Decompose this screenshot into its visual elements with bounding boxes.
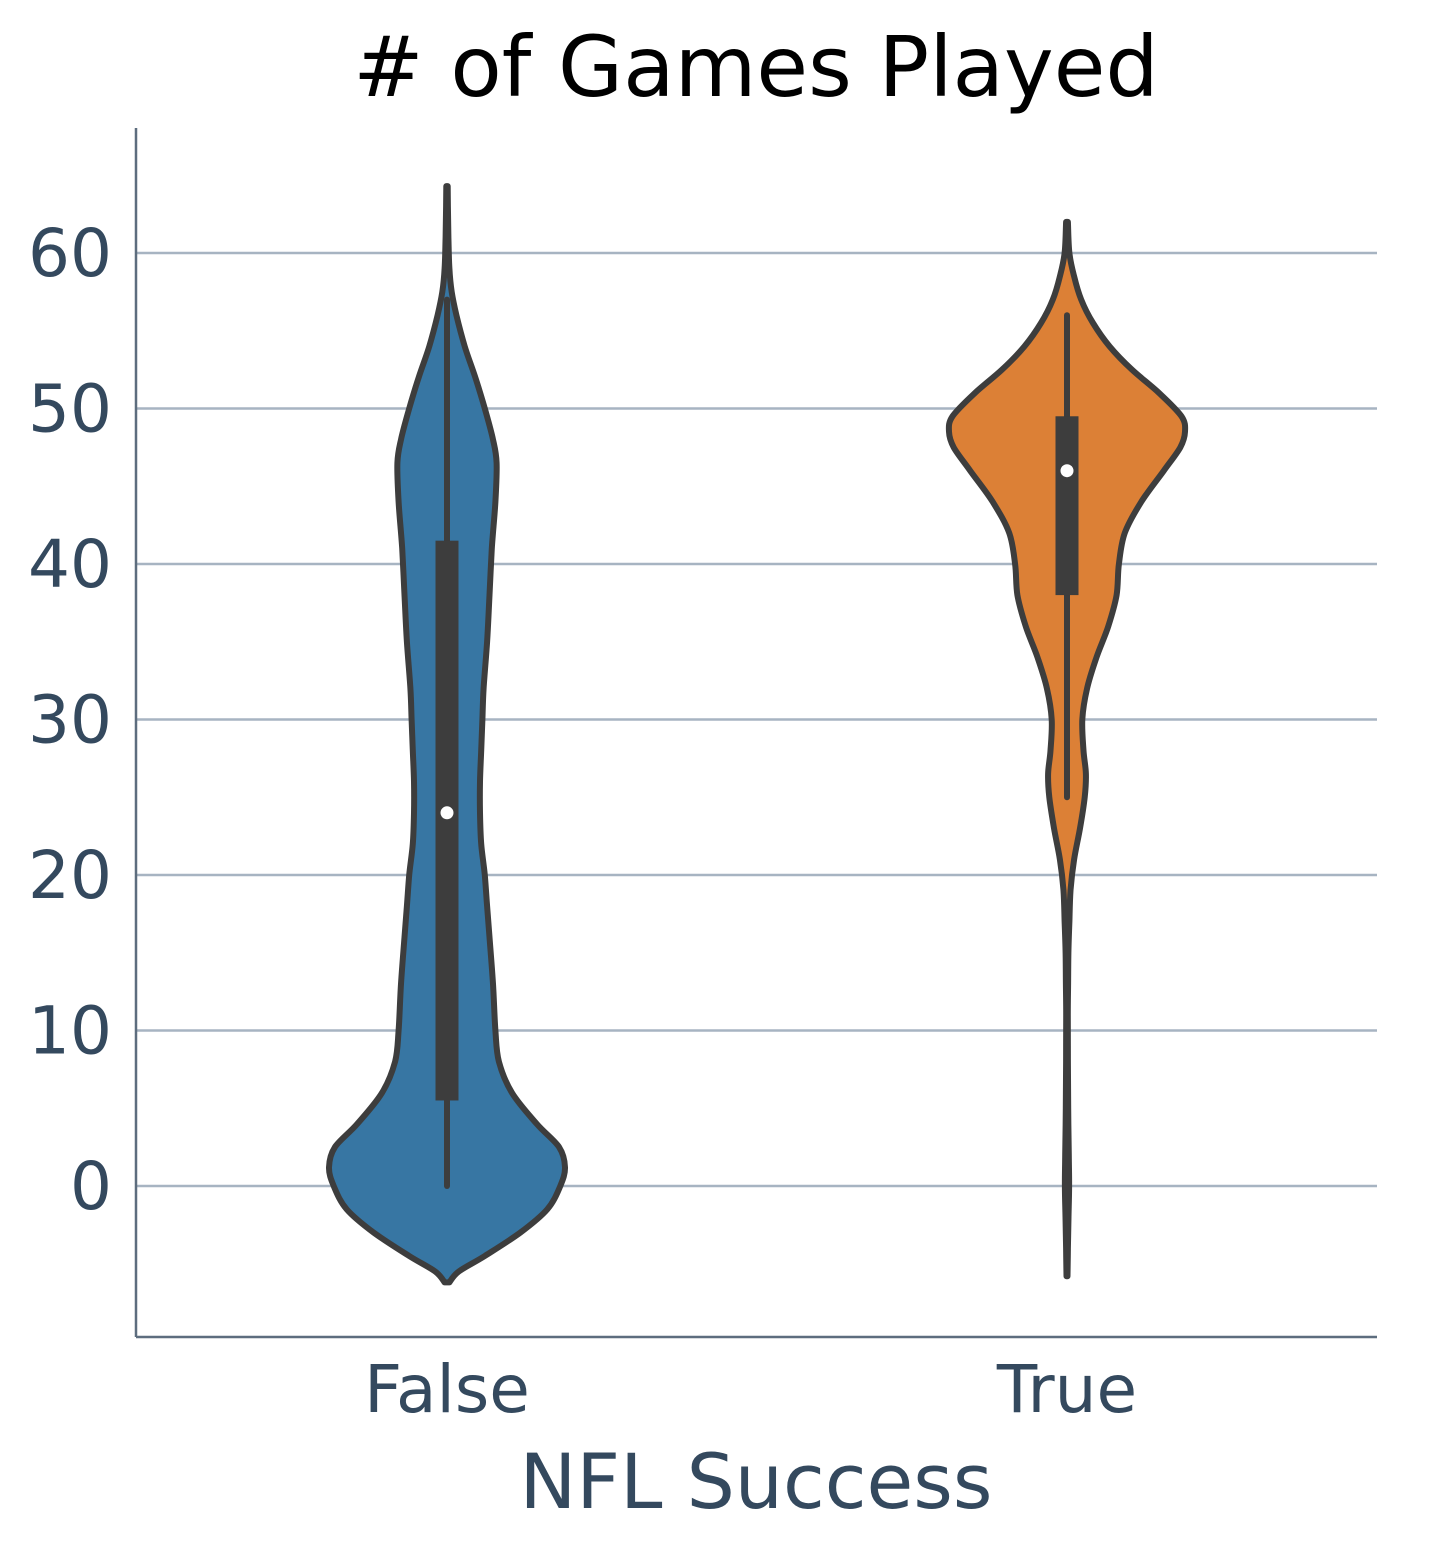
y-tick-label-0: 0 [70,1148,112,1225]
violin-true [945,218,1189,1280]
median-dot-false [440,806,454,820]
y-tick-label-50: 50 [28,371,112,448]
x-tick-label-true: True [996,1351,1137,1428]
x-axis-label: NFL Success [520,1437,993,1526]
violin-false [325,183,569,1286]
y-tick-label-30: 30 [28,682,112,759]
iqr-box-true [1055,416,1079,596]
y-tick-label-60: 60 [28,215,112,292]
x-tick-label-false: False [364,1351,530,1428]
gridlines [136,251,1377,1188]
y-tick-label-20: 20 [28,837,112,914]
chart-title: # of Games Played [353,18,1158,116]
x-tick-labels: False True [364,1351,1137,1428]
iqr-box-false [435,540,459,1101]
y-tick-labels: 0 10 20 30 40 50 60 [28,215,112,1225]
median-dot-true [1060,464,1074,478]
violins [325,183,1189,1286]
y-tick-label-40: 40 [28,526,112,603]
y-tick-label-10: 10 [28,993,112,1070]
